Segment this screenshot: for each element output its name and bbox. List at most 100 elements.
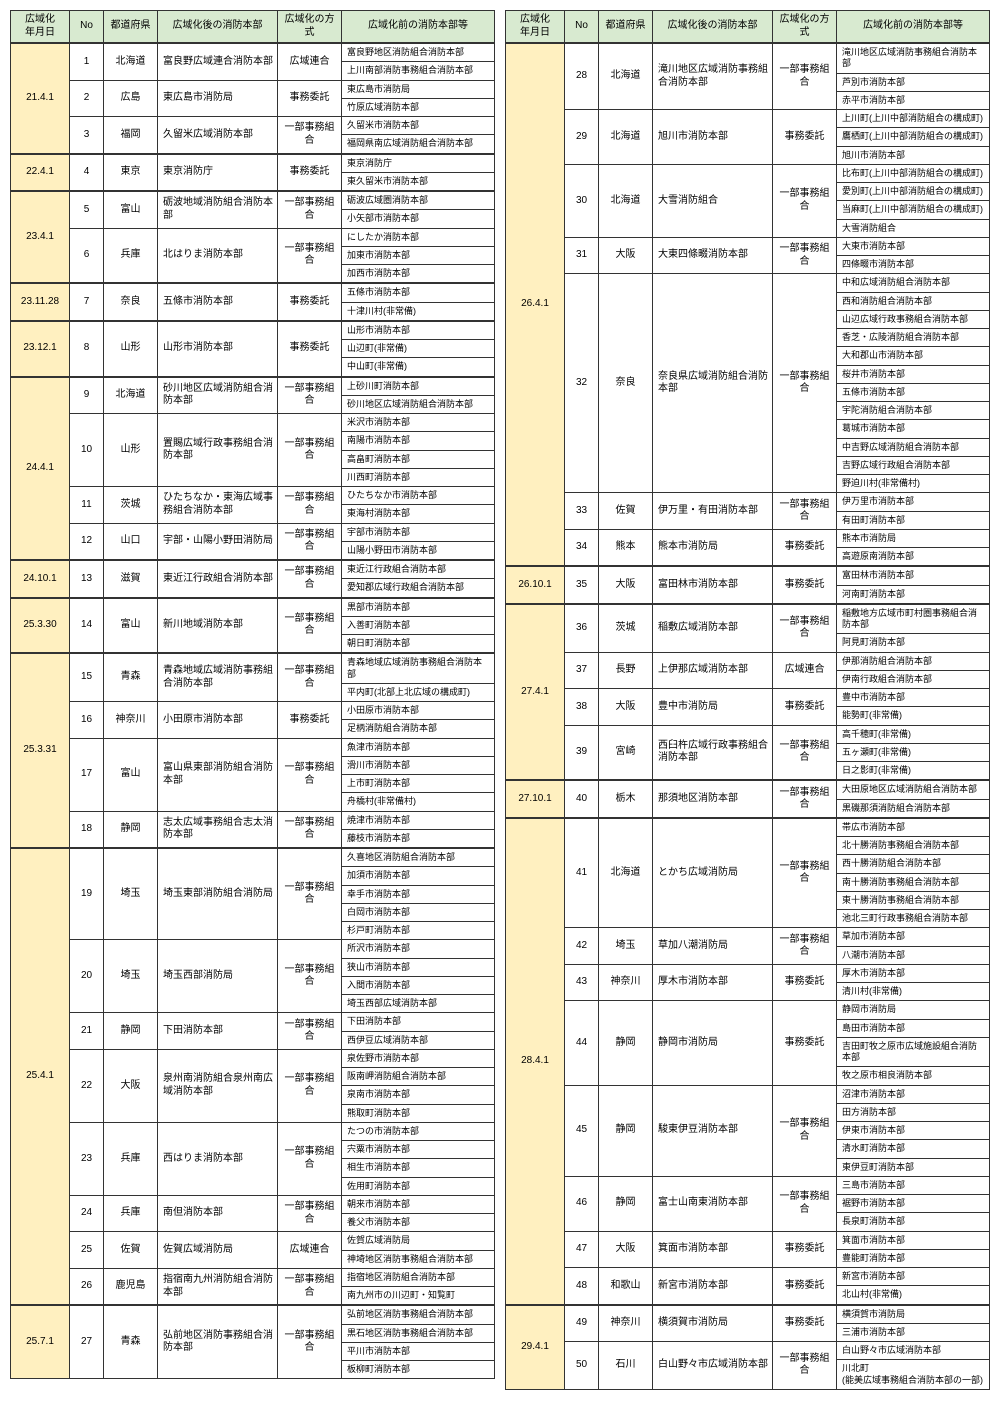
after-cell: 旭川市消防本部 <box>653 110 773 165</box>
no-cell: 14 <box>70 598 104 654</box>
before-cell: 愛知郡広域行政組合消防本部 <box>342 579 495 598</box>
no-cell: 18 <box>70 811 104 848</box>
before-cell: 焼津市消防本部 <box>342 811 495 829</box>
before-cell: 富良野地区消防組合消防本部 <box>342 43 495 62</box>
after-cell: 上伊那広域消防本部 <box>653 652 773 689</box>
before-cell: 福岡県南広域消防組合消防本部 <box>342 135 495 154</box>
before-cell: 大和郡山市消防本部 <box>837 347 990 365</box>
after-cell: 豊中市消防局 <box>653 689 773 726</box>
before-cell: 南陽市消防本部 <box>342 432 495 450</box>
method-cell: 一部事務組合 <box>278 560 342 598</box>
before-cell: 富田林市消防本部 <box>837 566 990 585</box>
before-cell: 幸手市消防本部 <box>342 885 495 903</box>
method-cell: 事務委託 <box>773 110 837 165</box>
pref-cell: 富山 <box>104 738 158 811</box>
method-cell: 一部事務組合 <box>278 377 342 414</box>
method-cell: 広域連合 <box>278 43 342 80</box>
after-cell: 奈良県広域消防組合消防本部 <box>653 274 773 493</box>
before-cell: 東海村消防本部 <box>342 505 495 523</box>
method-cell: 一部事務組合 <box>773 928 837 965</box>
after-cell: 砺波地域消防組合消防本部 <box>158 191 278 228</box>
after-cell: 青森地域広域消防事務組合消防本部 <box>158 653 278 701</box>
no-cell: 19 <box>70 848 104 940</box>
before-cell: 弘前地区消防事務組合消防本部 <box>342 1305 495 1324</box>
before-cell: 牧之原市相良消防本部 <box>837 1067 990 1085</box>
before-cell: 足柄消防組合消防本部 <box>342 720 495 738</box>
before-cell: 新宮市消防本部 <box>837 1268 990 1286</box>
after-cell: とかち広域消防局 <box>653 818 773 928</box>
before-cell: 伊万里市消防本部 <box>837 493 990 511</box>
no-cell: 12 <box>70 523 104 560</box>
before-cell: 加西市消防本部 <box>342 265 495 284</box>
no-cell: 24 <box>70 1195 104 1232</box>
method-cell: 一部事務組合 <box>773 1085 837 1176</box>
pref-cell: 北海道 <box>104 43 158 80</box>
no-cell: 27 <box>70 1305 104 1379</box>
before-cell: 砂川地区広域消防組合消防本部 <box>342 395 495 413</box>
before-cell: 愛別町(上川中部消防組合の構成町) <box>837 183 990 201</box>
before-cell: 葛城市消防本部 <box>837 420 990 438</box>
no-cell: 30 <box>565 164 599 237</box>
method-cell: 一部事務組合 <box>278 1013 342 1050</box>
before-cell: 藤枝市消防本部 <box>342 829 495 848</box>
before-cell: 加東市消防本部 <box>342 246 495 264</box>
before-cell: 川北町(能美広域事務組合消防本部の一部) <box>837 1360 990 1390</box>
before-cell: 伊南行政組合消防本部 <box>837 670 990 688</box>
before-cell: 佐用町消防本部 <box>342 1177 495 1195</box>
date-cell: 23.4.1 <box>11 191 70 283</box>
before-cell: 阿見町消防本部 <box>837 634 990 652</box>
col-header: No <box>565 11 599 44</box>
no-cell: 49 <box>565 1305 599 1342</box>
before-cell: 入間市消防本部 <box>342 976 495 994</box>
before-cell: 中山町(非常備) <box>342 358 495 377</box>
method-cell: 一部事務組合 <box>773 1176 837 1231</box>
before-cell: 朝日町消防本部 <box>342 635 495 654</box>
right-table: 広域化年月日No都道府県広域化後の消防本部広域化の方式広域化前の消防本部等26.… <box>505 10 990 1390</box>
after-cell: 久留米広域消防本部 <box>158 117 278 154</box>
before-cell: 厚木市消防本部 <box>837 964 990 982</box>
before-cell: 狭山市消防本部 <box>342 958 495 976</box>
date-cell: 22.4.1 <box>11 154 70 192</box>
pref-cell: 富山 <box>104 598 158 654</box>
before-cell: 大東市消防本部 <box>837 237 990 255</box>
before-cell: 熊本市消防局 <box>837 529 990 547</box>
before-cell: 滝川地区広域消防事務組合消防本部 <box>837 43 990 73</box>
before-cell: 山形市消防本部 <box>342 321 495 340</box>
before-cell: 高千穂町(非常備) <box>837 725 990 743</box>
no-cell: 4 <box>70 154 104 192</box>
before-cell: 上川町(上川中部消防組合の構成町) <box>837 110 990 128</box>
after-cell: 埼玉西部消防局 <box>158 940 278 1013</box>
col-header: 広域化後の消防本部 <box>158 11 278 44</box>
pref-cell: 静岡 <box>104 811 158 848</box>
no-cell: 45 <box>565 1085 599 1176</box>
before-cell: 八潮市消防本部 <box>837 946 990 964</box>
before-cell: 稲敷地方広域市町村圏事務組合消防本部 <box>837 604 990 634</box>
after-cell: ひたちなか・東海広域事務組合消防本部 <box>158 487 278 524</box>
before-cell: 大雪消防組合 <box>837 219 990 237</box>
no-cell: 47 <box>565 1231 599 1268</box>
before-cell: 大田原地区広域消防組合消防本部 <box>837 780 990 799</box>
no-cell: 32 <box>565 274 599 493</box>
method-cell: 事務委託 <box>278 283 342 321</box>
before-cell: 北十勝消防事務組合消防本部 <box>837 837 990 855</box>
before-cell: 豊中市消防本部 <box>837 689 990 707</box>
pref-cell: 静岡 <box>599 1085 653 1176</box>
method-cell: 一部事務組合 <box>773 725 837 780</box>
before-cell: 宇部市消防本部 <box>342 523 495 541</box>
before-cell: 十津川村(非常備) <box>342 302 495 321</box>
after-cell: 富田林市消防本部 <box>653 566 773 604</box>
before-cell: 所沢市消防本部 <box>342 940 495 958</box>
before-cell: 神埼地区消防事務組合消防本部 <box>342 1250 495 1268</box>
method-cell: 事務委託 <box>278 154 342 192</box>
before-cell: 西和消防組合消防本部 <box>837 292 990 310</box>
before-cell: 高遊原南消防本部 <box>837 548 990 567</box>
method-cell: 事務委託 <box>773 566 837 604</box>
after-cell: 大雪消防組合 <box>653 164 773 237</box>
method-cell: 一部事務組合 <box>773 274 837 493</box>
date-cell: 25.3.30 <box>11 598 70 654</box>
col-header: No <box>70 11 104 44</box>
method-cell: 一部事務組合 <box>278 848 342 940</box>
method-cell: 一部事務組合 <box>278 598 342 654</box>
before-cell: 宇陀消防組合消防本部 <box>837 402 990 420</box>
no-cell: 36 <box>565 604 599 652</box>
